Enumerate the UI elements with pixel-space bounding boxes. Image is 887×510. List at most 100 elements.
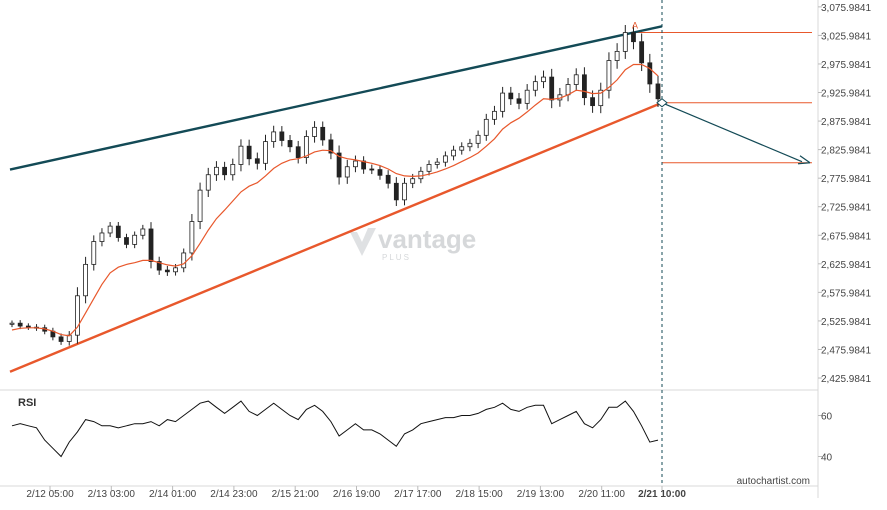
candle-body <box>287 140 293 148</box>
candle <box>66 331 72 346</box>
y-axis-ticks: 3,075.9841 3,025.9841 2,975.9841 2,925.9841… <box>818 3 871 464</box>
candle-body <box>590 97 595 107</box>
candle-body <box>75 295 80 336</box>
candle-body <box>230 164 236 176</box>
candle-body <box>25 325 31 328</box>
candlestick-series <box>9 25 661 346</box>
candle <box>132 231 138 249</box>
watermark-text: vantage <box>378 224 476 254</box>
candle-body <box>467 142 473 148</box>
candle <box>467 138 473 152</box>
candle <box>17 320 23 330</box>
candle <box>303 130 309 164</box>
candle-body <box>124 237 129 245</box>
candle-body <box>246 145 252 160</box>
candle <box>492 105 497 125</box>
candle-body <box>451 149 456 157</box>
candle <box>91 235 97 271</box>
x-tick-label: 2/21 10:00 <box>638 489 686 500</box>
y-tick-label: 2,825.9841 <box>821 146 871 157</box>
candle-body <box>279 131 285 141</box>
candle-body <box>377 169 383 176</box>
candle-body <box>353 160 358 168</box>
candle <box>254 152 260 170</box>
candle-body <box>492 110 497 120</box>
y-tick-label: 2,925.9841 <box>821 89 871 100</box>
upper-trendline <box>9 25 663 171</box>
y-tick-label: 2,425.9841 <box>821 374 871 385</box>
candle <box>344 159 350 184</box>
y-tick-label: 2,775.9841 <box>821 174 871 185</box>
candle <box>475 130 481 149</box>
moving-average <box>11 63 659 337</box>
candle-body <box>17 322 23 327</box>
candle-body <box>475 134 481 144</box>
candle-body <box>271 131 277 143</box>
candle-body <box>426 164 432 172</box>
candle-body <box>222 166 228 176</box>
candle-body <box>606 60 612 91</box>
candle-body <box>173 267 178 273</box>
candle-body <box>483 118 489 136</box>
candle <box>647 53 653 93</box>
candle-body <box>99 232 105 242</box>
rsi-line <box>11 400 659 458</box>
x-tick-label: 2/16 19:00 <box>333 489 381 500</box>
forecast-arrowhead-icon <box>797 155 811 165</box>
y-tick-label: 2,725.9841 <box>821 203 871 214</box>
candle <box>271 125 277 148</box>
candle-body <box>132 234 138 245</box>
candle-body <box>214 166 219 176</box>
x-tick-label: 2/13 03:00 <box>88 489 136 500</box>
candle <box>9 320 15 328</box>
candle <box>238 139 244 172</box>
candle <box>516 92 522 110</box>
y-tick-label: 3,025.9841 <box>821 31 871 42</box>
x-tick-label: 2/15 21:00 <box>272 489 320 500</box>
y-tick-label: 2,875.9841 <box>821 117 871 128</box>
candle-body <box>655 83 661 100</box>
candle-body <box>639 41 645 64</box>
candle <box>140 224 146 240</box>
candle-body <box>524 89 530 104</box>
candle <box>25 323 31 330</box>
peak-marker-label: A <box>632 21 638 31</box>
candle <box>214 161 219 181</box>
candle <box>336 145 342 185</box>
candle <box>598 82 604 114</box>
rsi-title: RSI <box>18 397 36 409</box>
candle <box>246 139 252 166</box>
candle <box>483 113 489 141</box>
y-tick-label: 2,575.9841 <box>821 288 871 299</box>
watermark: vantage PLUS <box>350 224 476 262</box>
candle <box>369 164 375 175</box>
candle <box>99 228 105 247</box>
candle <box>197 182 203 230</box>
candle <box>451 145 456 161</box>
y-tick-label: 3,075.9841 <box>821 3 871 14</box>
candle-body <box>631 32 636 43</box>
candle <box>222 161 228 181</box>
candle-body <box>9 322 15 325</box>
candle-body <box>549 76 555 101</box>
candle <box>385 170 391 189</box>
candle-body <box>115 225 121 238</box>
candle-body <box>622 32 628 52</box>
candle-body <box>148 228 154 262</box>
candle-body <box>385 174 391 184</box>
candle <box>393 177 399 207</box>
candle <box>434 158 440 169</box>
candle-body <box>402 182 407 201</box>
candle <box>205 167 211 197</box>
candle <box>532 75 538 97</box>
candle-body <box>189 221 195 254</box>
candle-body <box>344 166 350 178</box>
x-tick-label: 2/14 23:00 <box>210 489 258 500</box>
candle <box>524 84 530 110</box>
candle <box>565 78 571 102</box>
candle <box>148 222 154 269</box>
rsi-panel: RSI <box>11 397 659 458</box>
x-tick-label: 2/17 17:00 <box>394 489 442 500</box>
candle-body <box>598 89 604 107</box>
